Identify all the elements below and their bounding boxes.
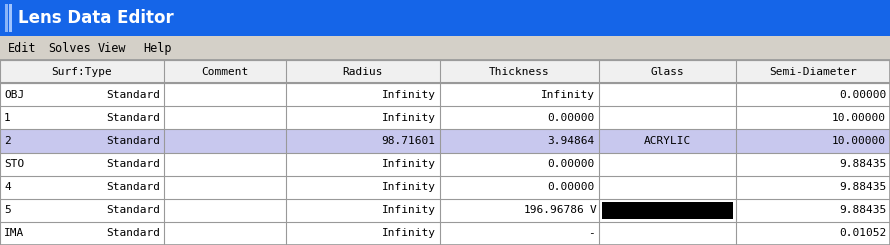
Bar (9, 4, 12, 32)
Text: 1: 1 (4, 113, 11, 123)
Text: Infinity: Infinity (382, 113, 436, 123)
Bar (0, 129, 890, 152)
Text: Infinity: Infinity (382, 205, 436, 215)
Text: Radius: Radius (343, 67, 383, 77)
Text: 0.00000: 0.00000 (547, 182, 595, 192)
Text: 4: 4 (4, 182, 11, 192)
Text: 0.00000: 0.00000 (838, 90, 886, 100)
Text: V: V (590, 205, 596, 215)
Text: Solves: Solves (48, 41, 91, 54)
Bar (5, 4, 8, 32)
Text: 10.00000: 10.00000 (832, 113, 886, 123)
Text: View: View (98, 41, 126, 54)
Bar (0, 222, 890, 245)
Text: Standard: Standard (106, 90, 160, 100)
Text: OBJ: OBJ (4, 90, 24, 100)
Text: 0.00000: 0.00000 (547, 159, 595, 169)
Bar (0, 60, 890, 245)
Bar (0, 176, 890, 199)
Text: Thickness: Thickness (489, 67, 549, 77)
Text: Standard: Standard (106, 182, 160, 192)
Text: Infinity: Infinity (540, 90, 595, 100)
Text: Infinity: Infinity (382, 182, 436, 192)
Text: Help: Help (143, 41, 172, 54)
Text: Semi-Diameter: Semi-Diameter (769, 67, 857, 77)
Text: ACRYLIC: ACRYLIC (643, 136, 692, 146)
Text: Standard: Standard (106, 136, 160, 146)
Text: 196.96786: 196.96786 (524, 205, 585, 215)
Text: Infinity: Infinity (382, 159, 436, 169)
Bar (0, 60, 890, 245)
Text: 5: 5 (4, 205, 11, 215)
Text: Edit: Edit (8, 41, 36, 54)
Text: Lens Data Editor: Lens Data Editor (18, 9, 174, 27)
Text: 3.94864: 3.94864 (547, 136, 595, 146)
Text: 10.00000: 10.00000 (832, 136, 886, 146)
Text: Glass: Glass (651, 67, 684, 77)
Text: 0.00000: 0.00000 (547, 113, 595, 123)
Bar (0, 106, 890, 129)
Text: -: - (588, 228, 595, 238)
Text: 98.71601: 98.71601 (382, 136, 436, 146)
Bar (0, 199, 890, 222)
Text: 9.88435: 9.88435 (838, 159, 886, 169)
Bar (0, 83, 890, 106)
Text: Comment: Comment (201, 67, 249, 77)
Bar (0, 0, 890, 36)
Bar (0, 152, 890, 176)
Text: Infinity: Infinity (382, 228, 436, 238)
Text: Standard: Standard (106, 205, 160, 215)
Text: Surf:Type: Surf:Type (52, 67, 112, 77)
Text: 9.88435: 9.88435 (838, 205, 886, 215)
Text: 0.01052: 0.01052 (838, 228, 886, 238)
Bar (0, 36, 890, 60)
Text: Standard: Standard (106, 228, 160, 238)
Text: 2: 2 (4, 136, 11, 146)
Bar (602, 202, 733, 219)
Bar (0, 60, 890, 83)
Text: Infinity: Infinity (382, 90, 436, 100)
Text: IMA: IMA (4, 228, 24, 238)
Text: 9.88435: 9.88435 (838, 182, 886, 192)
Text: Standard: Standard (106, 159, 160, 169)
Text: Standard: Standard (106, 113, 160, 123)
Text: STO: STO (4, 159, 24, 169)
